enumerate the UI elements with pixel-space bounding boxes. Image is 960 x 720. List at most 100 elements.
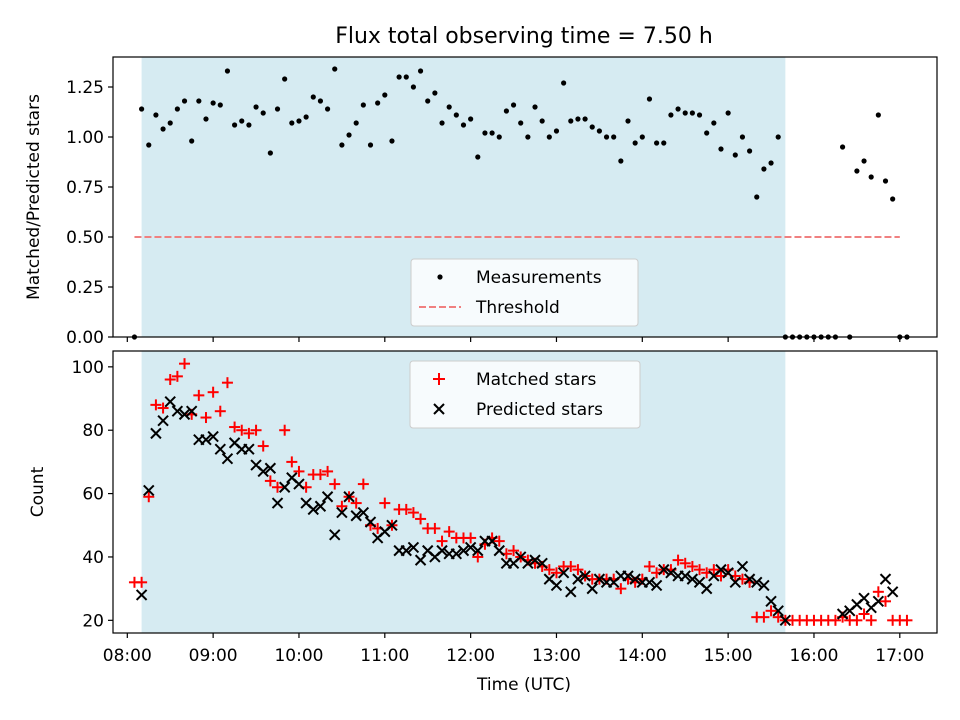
top-y-axis-label: Matched/Predicted stars — [24, 94, 44, 300]
measurement-point — [854, 168, 860, 174]
measurement-point — [389, 138, 395, 144]
measurement-point — [718, 146, 724, 152]
measurement-point — [561, 80, 567, 86]
measurement-point — [525, 134, 531, 140]
y-tick-label: 0.75 — [66, 178, 104, 198]
measurement-point — [682, 110, 688, 116]
measurement-point — [768, 160, 774, 166]
predicted-star-point — [565, 586, 577, 598]
matched-star-point — [164, 374, 176, 386]
measurement-point — [632, 140, 638, 146]
predicted-star-point — [257, 465, 269, 478]
matched-star-point — [229, 421, 241, 433]
legend-predicted-marker — [433, 403, 445, 415]
matched-star-point — [279, 424, 291, 436]
predicted-star-point — [765, 595, 777, 608]
measurement-point — [289, 120, 295, 126]
matched-star-point — [379, 497, 391, 509]
x-tick-label: 17:00 — [875, 646, 924, 666]
predicted-star-point — [736, 560, 749, 573]
measurement-point — [739, 134, 746, 140]
matched-star-point — [565, 560, 577, 572]
matched-star-point — [858, 608, 870, 620]
measurement-point — [675, 106, 681, 112]
matched-star-point — [157, 402, 169, 414]
matched-star-point — [829, 614, 841, 626]
y-tick-label: 40 — [82, 548, 104, 568]
measurement-point — [882, 178, 889, 184]
measurement-point — [510, 102, 517, 108]
legend-matched-label: Matched stars — [476, 370, 596, 390]
bottom-y-axis-label: Count — [28, 466, 48, 517]
predicted-star-point — [743, 573, 756, 585]
measurement-point — [360, 102, 366, 108]
predicted-star-point — [350, 510, 362, 522]
measurement-point — [489, 130, 495, 136]
y-tick-label: 0.25 — [66, 278, 104, 298]
predicted-star-point — [872, 595, 885, 608]
x-tick-label: 10:00 — [274, 646, 323, 666]
predicted-star-point — [200, 434, 212, 446]
predicted-star-point — [400, 544, 412, 557]
measurement-point — [689, 110, 695, 116]
measurement-point — [239, 118, 245, 124]
measurement-point — [475, 154, 481, 160]
predicted-star-point — [858, 592, 870, 604]
measurement-point — [417, 68, 424, 74]
measurement-point — [403, 74, 409, 80]
predicted-star-point — [665, 567, 677, 579]
predicted-star-point — [414, 554, 427, 566]
matched-star-point — [493, 535, 505, 547]
matched-star-point — [272, 481, 284, 493]
predicted-star-point — [364, 516, 377, 528]
predicted-star-point — [679, 570, 691, 582]
measurement-point — [231, 122, 238, 128]
measurement-point — [303, 114, 309, 120]
measurement-point — [839, 144, 846, 150]
y-tick-label: 60 — [82, 485, 104, 505]
matched-star-point — [207, 386, 219, 398]
predicted-star-point — [293, 478, 305, 490]
x-tick-label: 08:00 — [103, 646, 152, 666]
predicted-star-point — [207, 430, 219, 443]
bottom-axes-frame — [112, 350, 938, 634]
measurement-point — [339, 142, 345, 148]
predicted-stars-points — [135, 395, 899, 627]
matched-star-point — [758, 611, 770, 623]
measurement-point — [282, 76, 288, 82]
matched-star-point — [865, 614, 877, 626]
measurement-point — [625, 118, 631, 124]
matched-star-point — [407, 507, 419, 519]
predicted-star-point — [386, 519, 398, 531]
legend-matched-marker — [433, 373, 445, 385]
measurement-point — [453, 112, 459, 118]
measurement-point — [553, 128, 560, 134]
matched-star-point — [679, 557, 691, 569]
measurement-point — [253, 104, 259, 110]
predicted-star-point — [529, 554, 541, 566]
matched-star-point — [615, 583, 627, 595]
measurement-point — [696, 112, 703, 118]
predicted-star-point — [758, 579, 770, 592]
predicted-star-point — [243, 443, 255, 455]
predicted-star-point — [658, 563, 670, 576]
measurement-point — [217, 102, 223, 108]
measurement-point — [754, 194, 760, 200]
measurement-point — [425, 98, 431, 104]
measurement-point — [725, 110, 731, 116]
matched-star-point — [901, 614, 913, 626]
matched-star-point — [314, 469, 326, 481]
measurement-point — [661, 140, 667, 146]
predicted-star-point — [171, 405, 184, 417]
x-axis-label: Time (UTC) — [476, 675, 571, 695]
predicted-star-point — [472, 544, 484, 557]
measurement-point — [704, 130, 710, 136]
matched-star-point — [443, 526, 455, 538]
measurement-point — [224, 68, 231, 74]
top-y-ticks: 0.00 0.25 0.50 0.75 1.00 1.25 — [66, 78, 113, 348]
matched-star-point — [357, 478, 369, 490]
matched-star-point — [851, 614, 863, 626]
matched-star-point — [264, 475, 276, 487]
measurement-point — [468, 116, 474, 122]
x-tick-label: 09:00 — [189, 646, 238, 666]
